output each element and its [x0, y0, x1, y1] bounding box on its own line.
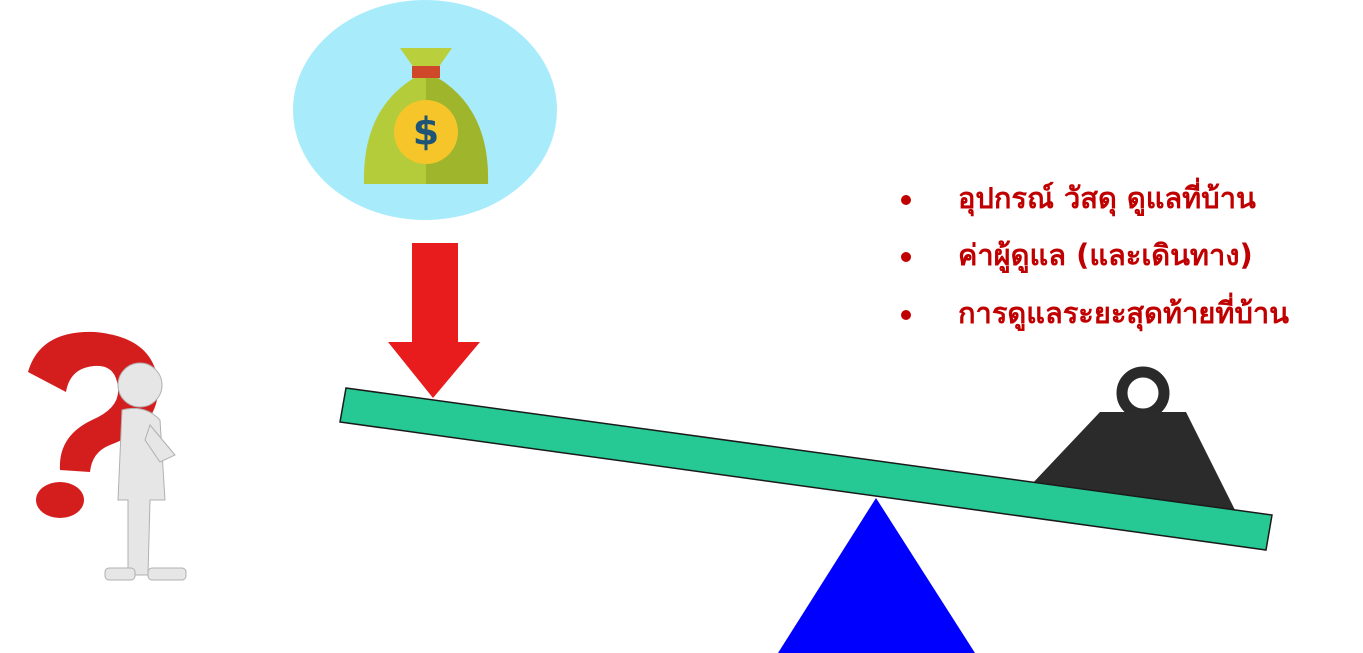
slide: $ อุปกรณ์ วัสดุ ดูแลที่บ้าน ค่าผู้ดูแล (…	[0, 0, 1363, 653]
down-arrow	[388, 243, 480, 398]
fulcrum	[778, 498, 975, 653]
bullet-dot	[901, 195, 911, 205]
bag-tie	[412, 66, 440, 78]
figure-body	[118, 408, 165, 575]
bullet-text: ค่าผู้ดูแล (และเดินทาง)	[958, 238, 1253, 273]
page: {"money_bag": {"symbol": "$"}, "bullets"…	[0, 0, 1363, 653]
bullet-text: การดูแลระยะสุดท้ายที่บ้าน	[958, 292, 1289, 331]
thinking-figure	[105, 363, 186, 580]
question-dot	[36, 482, 84, 518]
bullet-list: อุปกรณ์ วัสดุ ดูแลที่บ้าน ค่าผู้ดูแล (แล…	[901, 177, 1289, 331]
weight-ring	[1122, 372, 1164, 414]
bullet-text: อุปกรณ์ วัสดุ ดูแลที่บ้าน	[958, 177, 1256, 216]
figure-head	[118, 363, 162, 407]
figure-foot	[148, 568, 186, 580]
bullet-dot	[901, 252, 911, 262]
dollar-sign: $	[413, 110, 439, 154]
figure-foot	[105, 568, 135, 580]
bullet-dot	[901, 310, 911, 320]
